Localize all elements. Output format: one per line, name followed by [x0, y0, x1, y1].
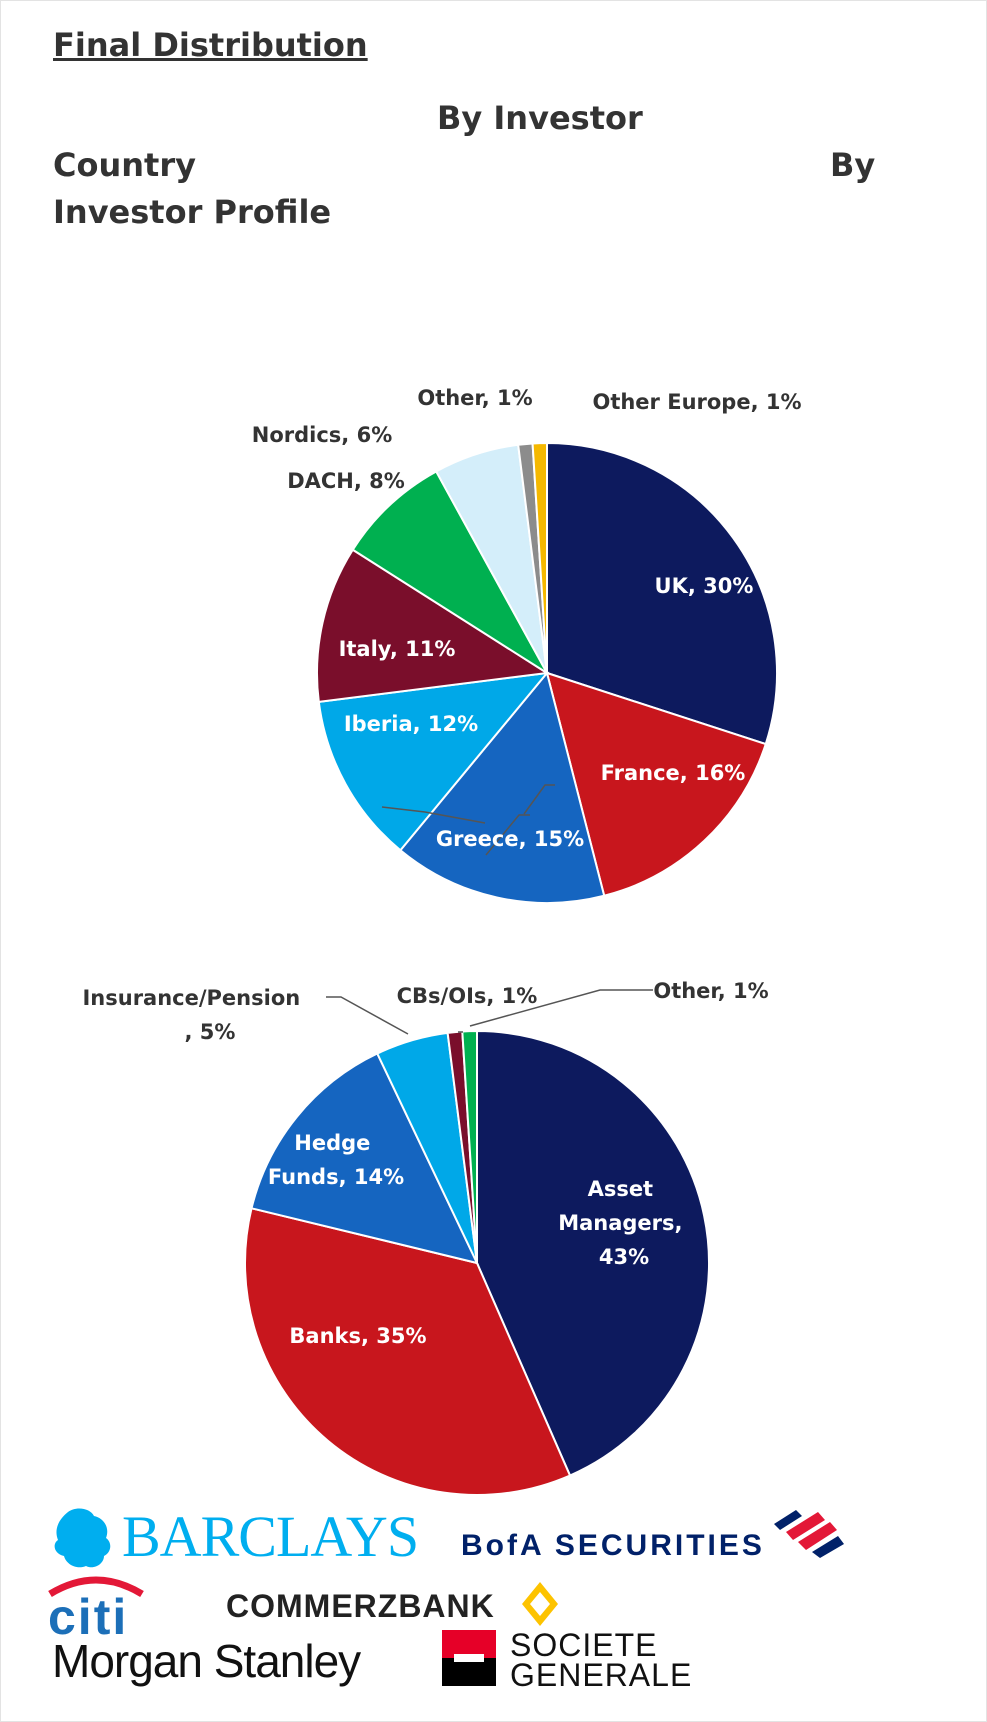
socgen-wordmark-line2: GENERALE	[510, 1657, 692, 1693]
slice-label: CBs/OIs, 1%	[397, 984, 538, 1008]
label-line: Hedge	[294, 1131, 370, 1155]
slice-label: Hedge Funds, 14%	[268, 1131, 404, 1189]
citi-logo: citi	[48, 1576, 144, 1645]
header-country: Country	[53, 146, 196, 184]
label-line: Managers,	[558, 1211, 682, 1235]
socgen-black-square-icon	[442, 1658, 496, 1686]
bank-logos: BARCLAYS BofA SECURITIES citi COMMERZBAN…	[48, 1504, 844, 1693]
pie-slice-iberia	[317, 671, 550, 852]
leader-line-insurance	[326, 996, 409, 1035]
country-pie-chart: UK, 30% France, 16% Greece, 15% Iberia, …	[252, 386, 802, 904]
slice-label: Other Europe, 1%	[592, 390, 801, 414]
header-by: By	[830, 146, 876, 184]
socgen-wordmark-line1: SOCIETE	[510, 1627, 657, 1663]
barclays-wordmark: BARCLAYS	[122, 1504, 418, 1569]
page-title: Final Distribution	[53, 26, 368, 64]
label-line: 43%	[599, 1245, 649, 1269]
leader-line-other	[469, 989, 653, 1027]
slice-label: UK, 30%	[655, 574, 754, 598]
citi-arc-icon	[48, 1576, 144, 1598]
bofa-flag-icon	[774, 1510, 844, 1558]
commerzbank-logo: COMMERZBANK	[226, 1582, 558, 1626]
barclays-logo: BARCLAYS	[54, 1504, 419, 1569]
pie-slice-asset-managers	[476, 1029, 710, 1477]
bofa-wordmark: BofA SECURITIES	[461, 1529, 765, 1562]
label-line: Insurance/Pension	[82, 986, 300, 1010]
slice-label: Nordics, 6%	[252, 423, 392, 447]
pie-slice-banks	[244, 1207, 572, 1496]
pie-slice-hedge-funds	[250, 1052, 479, 1265]
header-by-investor: By Investor	[437, 99, 643, 137]
eagle-icon	[54, 1508, 111, 1568]
pie-slice-italy	[316, 548, 550, 703]
slice-label: Banks, 35%	[289, 1324, 426, 1348]
commerzbank-wordmark: COMMERZBANK	[226, 1588, 495, 1624]
label-line: Funds, 14%	[268, 1165, 404, 1189]
slice-label: France, 16%	[601, 761, 746, 785]
slice-label: Greece, 15%	[436, 827, 584, 851]
country-leader-lines	[381, 784, 555, 856]
slice-label: Iberia, 12%	[344, 712, 478, 736]
pie-slice-dach	[351, 470, 548, 674]
societe-generale-logo: SOCIETE GENERALE	[442, 1627, 692, 1693]
leader-line-other-europe	[523, 784, 555, 815]
pie-slice-other-europe	[531, 441, 548, 674]
morgan-stanley-wordmark: Morgan Stanley	[52, 1635, 361, 1687]
label-line: Asset	[588, 1177, 654, 1201]
header-investor-profile: Investor Profile	[53, 193, 332, 231]
label-line: , 5%	[185, 1020, 236, 1044]
slice-label: Other, 1%	[653, 979, 768, 1003]
bofa-logo: BofA SECURITIES	[461, 1510, 844, 1562]
slice-label: Italy, 11%	[339, 637, 456, 661]
pie-slice-uk	[546, 441, 778, 746]
leader-line-other	[485, 814, 530, 856]
pie-slice-france	[545, 671, 768, 897]
socgen-red-square-icon	[442, 1630, 496, 1658]
slice-label: Other, 1%	[417, 386, 532, 410]
slice-label: Asset Managers, 43%	[558, 1177, 690, 1269]
profile-leader-lines	[326, 989, 653, 1035]
slice-label: Insurance/Pension , 5%	[82, 986, 307, 1044]
morgan-stanley-logo: Morgan Stanley	[52, 1635, 362, 1687]
citi-wordmark: citi	[48, 1589, 128, 1645]
slice-label: DACH, 8%	[287, 469, 405, 493]
commerzbank-ribbon-icon	[522, 1582, 558, 1626]
profile-pie-chart: Asset Managers, 43% Banks, 35% Hedge Fun…	[82, 979, 769, 1496]
pie-slice-greece	[398, 670, 606, 904]
leader-line-nordics	[381, 806, 486, 824]
